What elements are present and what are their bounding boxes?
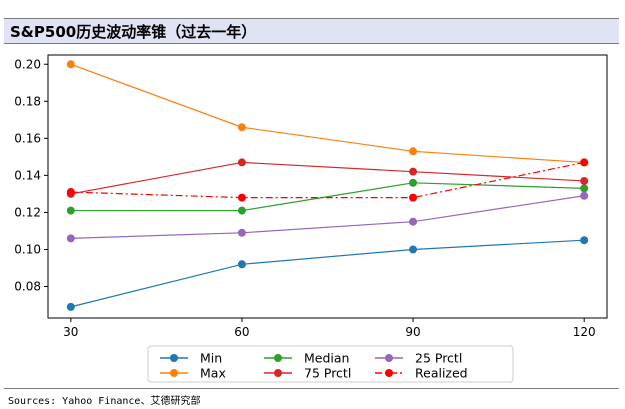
y-tick-label: 0.20 <box>14 57 41 71</box>
legend-marker <box>385 369 393 377</box>
x-tick-label: 120 <box>573 325 596 339</box>
legend-marker <box>170 354 178 362</box>
series-max <box>66 60 589 167</box>
data-point <box>66 302 75 311</box>
legend-marker <box>274 354 282 362</box>
legend-label: Median <box>304 351 349 366</box>
y-tick-label: 0.10 <box>14 242 41 256</box>
x-tick-label: 60 <box>234 325 249 339</box>
series-min <box>66 236 589 311</box>
legend-label: Max <box>200 366 226 381</box>
y-tick-label: 0.12 <box>14 205 41 219</box>
data-point <box>580 236 589 245</box>
series-realized <box>66 158 589 202</box>
legend-item-max: Max <box>160 366 226 381</box>
data-point <box>580 158 589 167</box>
legend-item-25-prctl: 25 Prctl <box>375 351 462 366</box>
y-tick-label: 0.14 <box>14 168 41 182</box>
data-point <box>66 234 75 243</box>
legend-item-min: Min <box>160 351 222 366</box>
y-tick-label: 0.16 <box>14 131 41 145</box>
page-title: S&P500历史波动率锥（过去一年） <box>10 23 257 41</box>
data-point <box>66 188 75 197</box>
x-tick-label: 90 <box>405 325 420 339</box>
legend-label: 75 Prctl <box>304 366 351 381</box>
legend-marker <box>170 369 178 377</box>
y-axis: 0.08 0.10 0.12 0.14 0.16 0.18 0.20 <box>14 57 48 294</box>
series-line <box>70 182 585 212</box>
title-bar: S&P500历史波动率锥（过去一年） <box>4 18 619 44</box>
series-75-prctl <box>66 158 589 198</box>
legend-item-75-prctl: 75 Prctl <box>264 366 351 381</box>
data-point <box>580 191 589 200</box>
series-line <box>70 63 585 164</box>
data-point <box>66 206 75 215</box>
series-line <box>70 161 585 199</box>
series-25-prctl <box>66 191 589 243</box>
y-tick-label: 0.18 <box>14 94 41 108</box>
x-tick-label: 30 <box>63 325 78 339</box>
data-point <box>409 193 418 202</box>
series-line <box>70 239 585 308</box>
data-point <box>237 158 246 167</box>
legend-box <box>147 345 514 383</box>
data-point <box>580 176 589 185</box>
series-median <box>66 178 589 215</box>
legend-label: 25 Prctl <box>415 351 462 366</box>
data-point <box>409 178 418 187</box>
series-line <box>70 161 585 195</box>
data-point <box>409 245 418 254</box>
series-line <box>70 195 585 239</box>
data-point <box>237 260 246 269</box>
series-layer <box>66 60 589 311</box>
legend-item-realized: Realized <box>375 366 468 381</box>
data-point <box>409 167 418 176</box>
legend-marker <box>274 369 282 377</box>
y-tick-label: 0.08 <box>14 280 41 294</box>
legend-label: Realized <box>415 366 468 381</box>
data-point <box>66 60 75 69</box>
data-point <box>237 228 246 237</box>
x-axis: 30 60 90 120 <box>63 318 596 339</box>
data-point <box>237 123 246 132</box>
data-point <box>409 147 418 156</box>
source-divider <box>4 388 619 389</box>
data-point <box>409 217 418 226</box>
legend-label: Min <box>200 351 222 366</box>
data-point <box>237 193 246 202</box>
source-note: Sources: Yahoo Finance、艾德研究部 <box>8 396 201 407</box>
plot-area <box>47 54 608 319</box>
data-point <box>237 206 246 215</box>
legend-marker <box>385 354 393 362</box>
legend-item-median: Median <box>264 351 349 366</box>
data-point <box>580 184 589 193</box>
